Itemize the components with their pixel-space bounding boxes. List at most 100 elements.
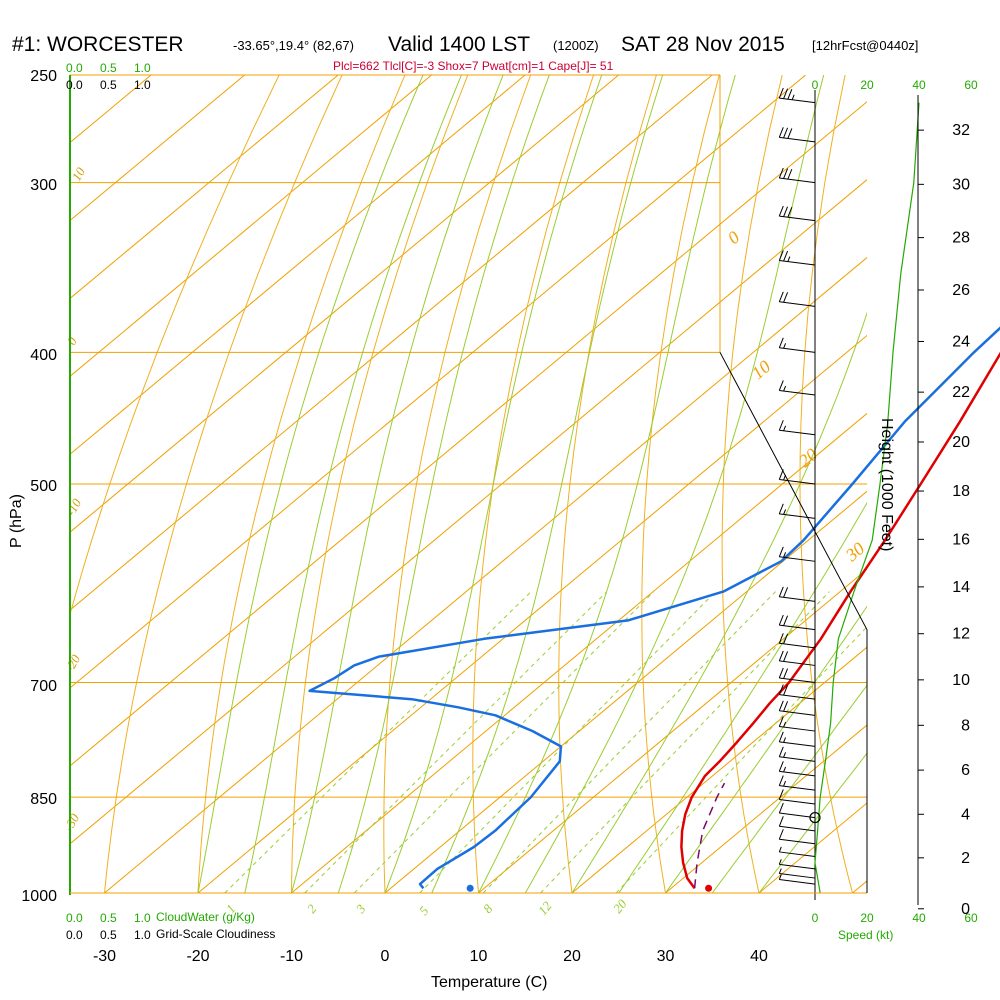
- wind-barb: [778, 167, 816, 184]
- temperature-tick-label: -20: [186, 948, 209, 965]
- wind-speed-tick-top: 40: [912, 78, 926, 92]
- wind-speed-tick-top: 0: [812, 78, 819, 92]
- height-tick-label: 12: [952, 626, 970, 643]
- wind-barb-flag: [783, 587, 789, 598]
- height-tick-label: 10: [952, 672, 970, 689]
- wind-barb-staff: [779, 785, 816, 791]
- wind-barb-flag: [783, 206, 789, 217]
- wind-barb-staff: [779, 260, 816, 266]
- wind-barb: [778, 250, 816, 266]
- wind-barb: [778, 503, 816, 519]
- wind-barb-half-flag: [778, 846, 782, 853]
- wind-barb-flag: [778, 291, 784, 302]
- wind-barb-half-flag: [791, 94, 795, 100]
- station-coords: -33.65°,19.4° (82,67): [233, 38, 354, 53]
- isotherm-line: [70, 75, 432, 377]
- wind-barb-flag: [783, 684, 789, 696]
- wind-barb: [778, 700, 816, 716]
- wind-barb-half-flag: [778, 859, 782, 865]
- isotherm-label: 10: [69, 164, 89, 183]
- cloud-scale-label: 1.0: [134, 61, 151, 75]
- cloud-scale-label: 1.0: [134, 928, 151, 942]
- isotherm-line: [665, 724, 867, 894]
- wind-barb-flag: [778, 503, 784, 515]
- mixing-ratio-line: [224, 591, 532, 894]
- temperature-line: [680, 351, 1000, 890]
- wind-barb-flag: [783, 168, 789, 179]
- wind-barb: [778, 291, 816, 307]
- wind-barb: [778, 868, 816, 879]
- height-tick-label: 30: [952, 176, 970, 193]
- wind-barb-flag: [778, 650, 784, 662]
- wind-barb-flag: [778, 667, 784, 679]
- dry-adiabat-line: [104, 75, 343, 894]
- moist-adiabat-line: [665, 605, 867, 894]
- mixing-ratio-line: [353, 591, 655, 894]
- wind-barb: [778, 684, 816, 700]
- dewpoint-surface-point: [466, 884, 474, 892]
- wind-barb-flag: [778, 250, 784, 261]
- wind-barb: [778, 859, 816, 870]
- wind-barb-staff: [779, 863, 816, 870]
- isotherm-line: [852, 880, 867, 894]
- wind-barb-staff: [779, 756, 816, 762]
- wind-barb-staff: [779, 136, 816, 143]
- mixing-ratio-line: [482, 591, 776, 894]
- pressure-tick-label: 400: [30, 347, 57, 364]
- utc-time: (1200Z): [553, 38, 599, 53]
- mixing-ratio-line: [615, 626, 867, 894]
- isotherm-label: -10: [63, 496, 85, 519]
- wind-barb-staff: [779, 478, 816, 485]
- temperature-tick-label: 10: [470, 948, 488, 965]
- wind-barb-staff: [779, 660, 816, 666]
- dewpoint-line: [308, 326, 1000, 890]
- wind-speed-tick-top: 20: [860, 78, 874, 92]
- wind-barb-flag: [778, 205, 784, 217]
- mixing-ratio-label: 5: [416, 903, 432, 918]
- wind-barb: [778, 816, 816, 832]
- temperature-tick-label: -30: [93, 948, 116, 965]
- wind-barb-flag: [778, 127, 784, 138]
- moist-adiabat-line: [337, 75, 550, 894]
- wind-barb-flag: [783, 88, 789, 99]
- moist-adiabat-line: [431, 75, 664, 894]
- wind-barb: [778, 829, 816, 845]
- wind-barb-flag: [787, 128, 793, 139]
- wind-barb-staff: [779, 97, 816, 104]
- wind-barb: [778, 127, 816, 143]
- wind-barb: [778, 205, 816, 222]
- wind-barb-flag: [778, 546, 784, 557]
- wind-barb-staff: [779, 677, 816, 684]
- moist-adiabat-line: [291, 75, 504, 894]
- wind-barb-flag: [783, 250, 789, 262]
- temperature-tick-label: 20: [563, 948, 581, 965]
- pressure-tick-label: 700: [30, 678, 57, 695]
- wind-barb: [778, 87, 816, 104]
- cloud-scale-label: 0.5: [100, 928, 117, 942]
- wind-barb: [778, 716, 816, 732]
- temperature-tick-label: -10: [280, 948, 303, 965]
- temperature-tick-label: 30: [657, 948, 675, 965]
- cloud-scale-label: 0.5: [100, 78, 117, 92]
- wind-barb-half-flag: [783, 752, 787, 758]
- wind-speed-tick-bottom: 40: [912, 911, 926, 925]
- wind-barb-half-flag: [787, 256, 791, 262]
- wind-barb-staff: [779, 694, 816, 700]
- wind-barb-half-flag: [783, 737, 787, 743]
- wind-barb-half-flag: [783, 552, 787, 558]
- dry-adiabat-line: [383, 75, 532, 894]
- wind-barb-flag: [778, 716, 784, 727]
- moist-adiabat-line: [711, 684, 867, 894]
- mixing-ratio-label: 8: [480, 901, 496, 916]
- wind-barb: [778, 614, 816, 631]
- height-tick-label: 0: [961, 901, 970, 918]
- wind-barb-half-flag: [783, 343, 787, 349]
- wind-barb-flag: [783, 651, 789, 662]
- pressure-tick-label: 250: [30, 68, 57, 85]
- wind-barb-staff: [779, 301, 816, 307]
- height-tick-label: 24: [952, 333, 970, 350]
- temperature-axis-label: Temperature (C): [431, 974, 547, 991]
- pressure-tick-label: 300: [30, 177, 57, 194]
- temperature-surface-point: [705, 884, 713, 892]
